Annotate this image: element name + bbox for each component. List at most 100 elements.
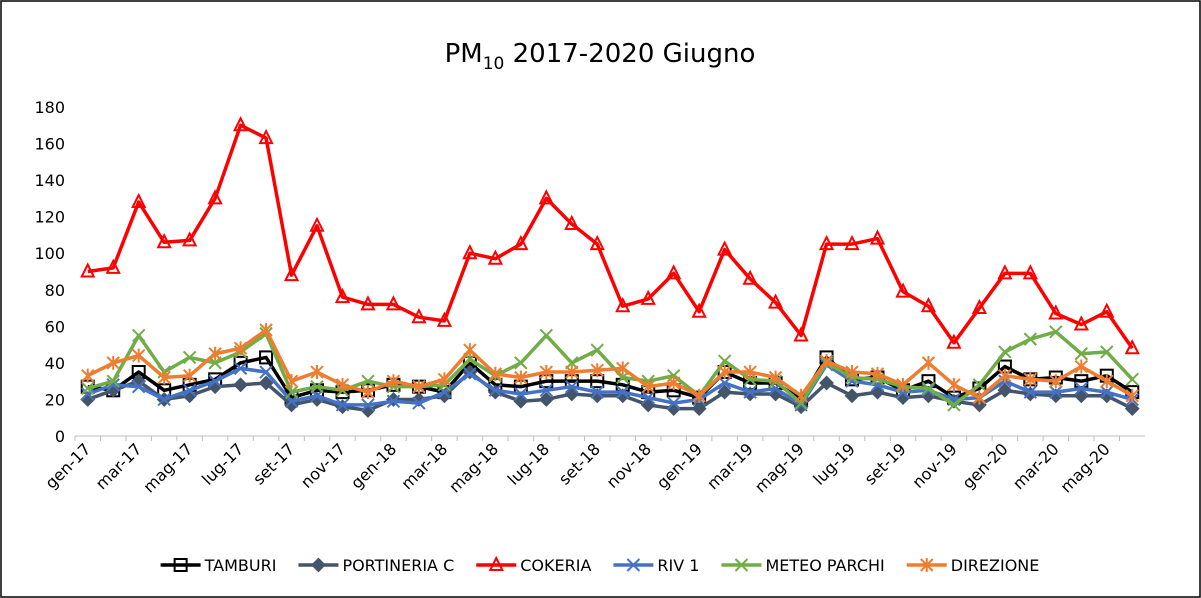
legend-item: COKERIA [476, 555, 591, 575]
marker [947, 398, 961, 412]
y-tick-label: 80 [45, 281, 65, 300]
marker [742, 269, 758, 285]
marker [844, 388, 860, 404]
y-tick-label: 20 [45, 390, 65, 409]
marker [895, 282, 911, 298]
marker [743, 385, 757, 399]
marker [131, 379, 146, 394]
marker [972, 378, 987, 392]
marker [1049, 374, 1063, 389]
marker [615, 296, 631, 313]
marker [717, 354, 732, 368]
marker [259, 350, 274, 365]
marker [207, 189, 223, 205]
marker [1100, 374, 1114, 389]
marker [182, 368, 197, 383]
marker [590, 343, 604, 357]
marker [488, 366, 503, 381]
marker [80, 262, 96, 278]
marker [514, 387, 528, 401]
marker [1023, 372, 1038, 387]
marker [539, 328, 554, 343]
marker [565, 365, 579, 380]
marker [182, 383, 197, 398]
y-tick-label: 40 [45, 354, 65, 373]
legend-item: TAMBURI [160, 556, 276, 575]
marker [1124, 401, 1140, 416]
marker [1023, 385, 1038, 399]
marker [157, 392, 171, 407]
marker [258, 128, 274, 145]
marker [717, 240, 733, 256]
marker [844, 234, 860, 251]
marker [794, 388, 808, 403]
marker [1049, 325, 1063, 339]
marker [641, 379, 655, 394]
marker [921, 381, 936, 396]
series [80, 116, 1140, 355]
marker [998, 368, 1012, 383]
marker [258, 375, 274, 391]
marker [182, 231, 198, 247]
marker [233, 361, 248, 376]
marker [360, 295, 376, 311]
marker [233, 377, 249, 393]
marker [616, 385, 630, 399]
marker [259, 365, 273, 379]
marker [1023, 332, 1038, 346]
marker [463, 343, 477, 358]
marker [1074, 347, 1089, 361]
legend-item: RIV 1 [613, 556, 699, 575]
marker [590, 385, 604, 399]
marker [743, 365, 757, 380]
marker [972, 390, 987, 405]
marker [819, 354, 834, 369]
marker [845, 365, 859, 380]
marker [564, 214, 580, 230]
marker [411, 307, 427, 324]
marker [946, 333, 962, 349]
marker [361, 374, 375, 388]
marker [182, 350, 197, 365]
marker [361, 385, 375, 400]
legend-item: PORTINERIA C [298, 556, 454, 575]
marker [1074, 359, 1089, 374]
marker [462, 243, 478, 260]
y-tick-label: 0 [55, 427, 65, 446]
y-tick-label: 120 [34, 208, 65, 227]
marker [921, 355, 936, 370]
legend-label: RIV 1 [657, 556, 699, 575]
marker [692, 388, 706, 403]
marker [81, 381, 95, 396]
y-tick-label: 60 [45, 317, 65, 336]
marker [283, 265, 300, 282]
marker [514, 356, 528, 370]
marker [1099, 302, 1115, 318]
marker [767, 293, 784, 309]
marker [589, 234, 605, 251]
marker [233, 341, 248, 356]
marker [1049, 385, 1063, 399]
marker [538, 392, 554, 407]
marker [641, 390, 655, 405]
marker [1074, 381, 1089, 396]
marker [691, 401, 707, 416]
marker [666, 396, 681, 410]
marker [538, 189, 554, 205]
marker [514, 370, 528, 385]
marker [488, 383, 503, 398]
marker [666, 375, 681, 390]
marker [106, 355, 120, 370]
marker [259, 322, 273, 337]
marker [616, 361, 630, 376]
title-part: 2017-2020 Giugno [504, 39, 755, 69]
marker [920, 558, 934, 572]
marker [691, 302, 707, 318]
marker [539, 383, 554, 398]
marker [310, 365, 324, 380]
y-tick-label: 100 [34, 244, 65, 263]
marker [437, 372, 452, 387]
marker [818, 234, 835, 251]
marker [1125, 388, 1139, 403]
